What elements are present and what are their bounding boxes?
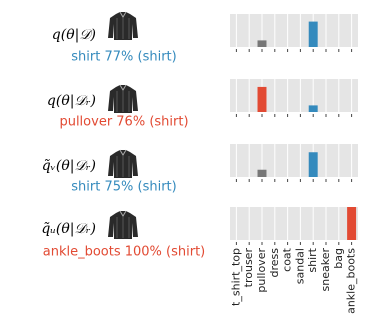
- x-tick-label: sandal: [293, 248, 306, 284]
- prediction-caption: pullover 76% (shirt): [59, 115, 188, 130]
- x-tick-label: bag: [332, 248, 345, 269]
- thumbnail: [107, 210, 139, 240]
- row-label: q̃ᵤ(θ|𝒟ᵣ): [41, 221, 96, 237]
- plot-area: [230, 207, 358, 240]
- row-label: q(θ|𝒟): [52, 27, 96, 43]
- bar: [308, 152, 318, 177]
- x-tick-label: dress: [268, 248, 281, 278]
- row-label: q̃ᵥ(θ|𝒟ᵣ): [42, 158, 96, 174]
- bar: [257, 86, 267, 112]
- x-tick-label: t_shirt_top: [229, 248, 242, 306]
- x-tick-label: pullover: [255, 248, 268, 293]
- bar: [257, 40, 267, 47]
- x-tick-label: coat: [281, 247, 294, 272]
- prediction-caption: shirt 75% (shirt): [71, 180, 176, 195]
- bar: [257, 169, 267, 177]
- thumbnail: [107, 11, 139, 41]
- bar: [308, 105, 318, 112]
- bar: [308, 21, 318, 47]
- x-tick-label: ankle_boots: [345, 248, 358, 314]
- bar: [347, 207, 357, 240]
- prediction-caption: ankle_boots 100% (shirt): [43, 245, 206, 260]
- thumbnail: [107, 84, 139, 114]
- x-tick-label: shirt: [306, 247, 319, 272]
- row-label: q(θ|𝒟ᵣ): [47, 93, 96, 109]
- plot-area: [230, 79, 358, 112]
- x-tick-label: sneaker: [319, 248, 332, 292]
- thumbnail: [107, 149, 139, 179]
- x-tick-label: trouser: [242, 248, 255, 288]
- plot-area: [230, 144, 358, 177]
- prediction-caption: shirt 77% (shirt): [71, 50, 176, 65]
- plot-area: [230, 14, 358, 47]
